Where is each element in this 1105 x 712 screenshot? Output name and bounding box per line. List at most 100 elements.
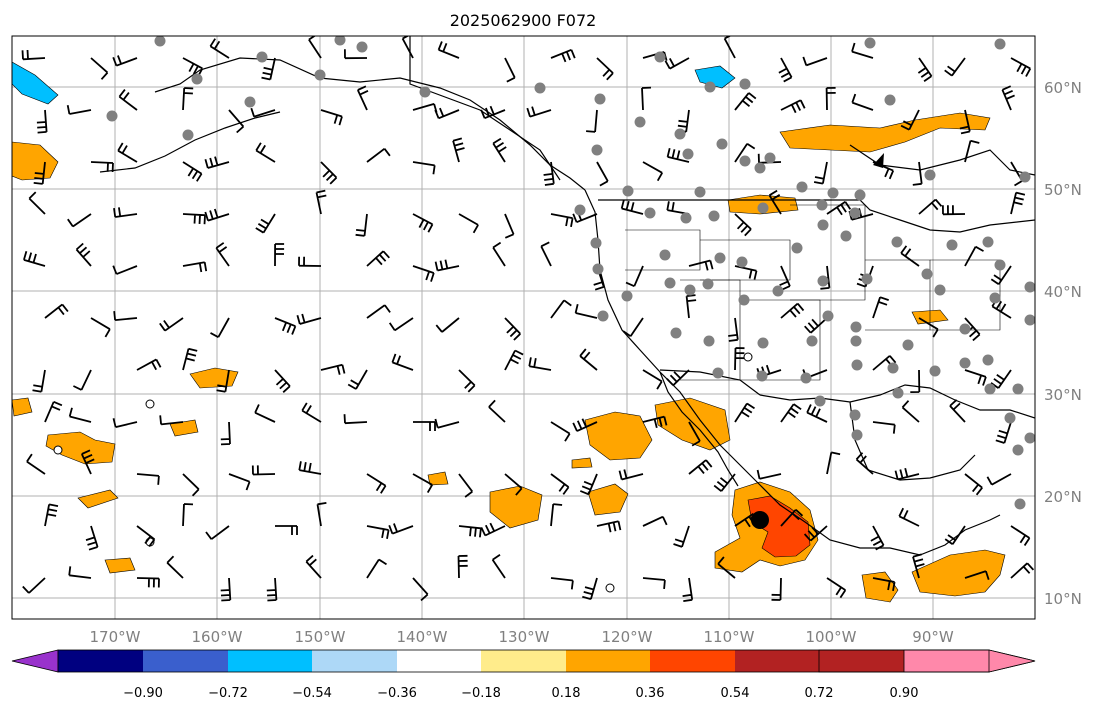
station-dot — [754, 162, 766, 174]
station-dot — [1014, 498, 1026, 510]
colorbar-tick: 0.54 — [721, 686, 750, 701]
wind-barb — [579, 348, 598, 371]
wind-barb — [90, 317, 111, 338]
station-dot — [1012, 444, 1024, 456]
wind-barb — [216, 369, 230, 393]
coastline-west — [584, 189, 1001, 556]
station-dot — [854, 189, 866, 201]
wind-barb — [734, 213, 752, 237]
highlight-marker — [751, 511, 769, 529]
wind-barb — [117, 142, 138, 163]
wind-barb — [898, 507, 920, 527]
wind-barb — [182, 347, 198, 371]
contour-blue — [694, 65, 736, 89]
wind-barb — [642, 161, 663, 182]
wind-barb — [136, 577, 160, 588]
station-dot — [902, 339, 914, 351]
wind-barb — [872, 577, 896, 592]
station-dot — [814, 395, 826, 407]
wind-barb — [44, 400, 63, 423]
wind-barb — [274, 317, 297, 335]
coastline-baja — [659, 371, 739, 487]
wind-barb — [734, 347, 745, 371]
wind-barb — [641, 86, 652, 111]
contour-orange — [427, 471, 449, 486]
wind-barb — [412, 265, 435, 282]
wind-barb — [1010, 562, 1035, 579]
wind-barb — [204, 208, 230, 222]
station-dot — [702, 278, 714, 290]
wind-barb — [734, 142, 756, 163]
colorbar-segment — [58, 650, 143, 672]
state-borders — [625, 204, 1001, 381]
wind-barb — [912, 553, 925, 579]
station-dot — [1024, 314, 1035, 326]
station-dot — [757, 337, 769, 349]
wind-barb — [113, 207, 138, 218]
lat-label: 60°N — [1044, 79, 1082, 97]
wind-barb — [274, 369, 291, 393]
colorbar-segment — [143, 650, 228, 672]
station-dot — [887, 362, 899, 374]
wind-barb — [347, 369, 368, 390]
station-dot — [791, 242, 803, 254]
wind-barb — [491, 554, 506, 579]
wind-barb — [356, 85, 369, 111]
station-dot — [592, 263, 604, 275]
station-dot — [959, 323, 971, 335]
wind-barb — [734, 402, 755, 423]
station-dot — [849, 207, 861, 219]
colorbar-segment — [735, 650, 819, 672]
contour-orange — [571, 457, 593, 469]
wind-barb — [986, 473, 1012, 486]
observation-stations — [106, 36, 1035, 510]
lat-label: 50°N — [1044, 181, 1082, 199]
wind-barb — [682, 577, 694, 602]
wind-barb — [298, 461, 322, 475]
border-us-canada — [598, 199, 1035, 233]
state-border — [625, 229, 701, 271]
wind-barb — [918, 317, 939, 338]
wind-barb — [228, 109, 245, 134]
wind-barb — [434, 107, 460, 120]
lon-label: 120°W — [602, 628, 653, 646]
state-border — [740, 299, 821, 381]
wind-barb — [434, 259, 460, 272]
wind-barb — [182, 57, 204, 77]
wind-barb — [388, 317, 414, 332]
wind-barb — [255, 142, 276, 163]
station-dot — [182, 129, 194, 141]
colorbar-tick: −0.54 — [292, 686, 332, 701]
colorbar-segment — [481, 650, 566, 672]
colorbar-segment — [650, 650, 735, 672]
wind-barb — [504, 317, 521, 341]
wind-barb — [435, 317, 460, 333]
wind-barb — [642, 577, 666, 589]
wind-barb — [275, 525, 298, 535]
station-dot — [621, 290, 633, 302]
contour-orange — [911, 549, 1006, 597]
island — [145, 399, 155, 409]
lat-label: 40°N — [1044, 283, 1082, 301]
wind-barb — [301, 402, 322, 423]
wind-barb — [261, 57, 276, 81]
wind-barb — [768, 189, 782, 215]
station-dot — [982, 354, 994, 366]
wind-barb — [949, 399, 966, 423]
wind-barb — [780, 99, 806, 114]
wind-barb — [596, 520, 622, 533]
wind-barb — [492, 241, 506, 267]
colorbar-tick: 0.72 — [805, 686, 834, 701]
wind-barb — [90, 161, 114, 173]
wind-barb — [964, 473, 983, 496]
state-border — [700, 239, 791, 281]
station-dot — [704, 81, 716, 93]
lon-label: 110°W — [704, 628, 755, 646]
wind-barb — [44, 503, 59, 527]
wind-barb — [251, 465, 276, 476]
station-dot — [850, 321, 862, 333]
wind-barb — [802, 56, 828, 67]
colorbar-frame — [57, 649, 990, 673]
station-dot — [994, 259, 1006, 271]
wind-barb — [22, 577, 46, 594]
